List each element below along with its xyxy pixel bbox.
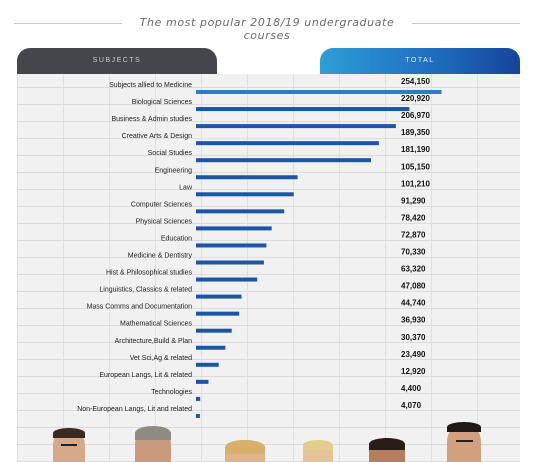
category-label: Architecture,Build & Plan — [115, 338, 193, 345]
total-header: TOTAL — [320, 48, 520, 74]
category-label: Law — [179, 184, 193, 191]
bar — [196, 192, 294, 197]
category-label: Creative Arts & Design — [122, 133, 193, 140]
value-label: 189,350 — [401, 128, 430, 137]
category-label: Biological Sciences — [132, 99, 193, 106]
category-label: Linguistics, Classics & related — [99, 287, 192, 294]
category-label: Mathematical Sciences — [120, 321, 192, 328]
value-label: 4,400 — [401, 384, 422, 393]
bar — [196, 124, 396, 129]
bar — [196, 277, 258, 282]
bar — [196, 226, 272, 231]
bar — [196, 260, 264, 265]
category-label: Social Studies — [148, 150, 193, 157]
bar — [196, 90, 442, 94]
chart-title: The most popular 2018/19 undergraduate c… — [139, 16, 395, 42]
category-label: Business & Admin studies — [111, 116, 192, 123]
title-rule-right — [412, 23, 520, 24]
student-3 — [225, 440, 265, 462]
category-label: European Langs, Lit & related — [99, 372, 192, 379]
bar — [196, 413, 200, 418]
value-label: 47,080 — [401, 282, 426, 291]
student-1 — [53, 428, 85, 462]
value-label: 206,970 — [401, 111, 430, 120]
value-label: 63,320 — [401, 265, 426, 274]
bar — [196, 362, 219, 367]
value-label: 72,870 — [401, 230, 426, 239]
value-label: 181,190 — [401, 145, 430, 154]
title-rule-left — [14, 23, 122, 24]
students-photo — [17, 420, 520, 462]
student-4 — [303, 440, 333, 462]
bar — [196, 379, 209, 384]
bar — [196, 396, 201, 401]
bar — [196, 107, 410, 112]
value-label: 220,920 — [401, 94, 430, 103]
value-label: 30,370 — [401, 333, 426, 342]
student-5 — [369, 438, 405, 462]
bar — [196, 175, 298, 180]
category-label: Medicine & Dentistry — [128, 253, 193, 260]
category-label: Technologies — [151, 389, 192, 396]
category-label: Hist & Philosophical studies — [106, 270, 192, 277]
value-label: 78,420 — [401, 213, 426, 222]
category-label: Non-European Langs, Lit and related — [77, 406, 192, 413]
bar — [196, 243, 267, 248]
subjects-header: SUBJECTS — [17, 48, 217, 74]
value-label: 36,930 — [401, 316, 426, 325]
category-label: Computer Sciences — [131, 201, 193, 208]
value-label: 105,150 — [401, 162, 430, 171]
category-label: Physical Sciences — [136, 218, 193, 225]
category-label: Education — [161, 235, 192, 242]
bar — [196, 294, 242, 299]
brick-wall-background — [17, 74, 520, 462]
value-label: 70,330 — [401, 248, 426, 257]
category-label: Mass Comms and Documentation — [87, 304, 193, 311]
category-label: Engineering — [155, 167, 192, 174]
bar — [196, 209, 285, 214]
bar — [196, 328, 232, 333]
student-2 — [135, 426, 171, 462]
bar — [196, 311, 240, 316]
value-label: 4,070 — [401, 401, 422, 410]
student-6 — [447, 422, 481, 462]
bar — [196, 345, 226, 350]
value-label: 44,740 — [401, 299, 426, 308]
bar — [196, 141, 379, 146]
title-row: The most popular 2018/19 undergraduate c… — [0, 12, 534, 42]
value-label: 101,210 — [401, 179, 430, 188]
value-label: 12,920 — [401, 367, 426, 376]
value-label: 23,490 — [401, 350, 426, 359]
category-label: Vet Sci,Ag & related — [130, 355, 192, 362]
value-label: 91,290 — [401, 196, 426, 205]
value-label: 254,150 — [401, 77, 430, 86]
category-label: Subjects allied to Medicine — [109, 82, 192, 89]
bar — [196, 158, 371, 163]
